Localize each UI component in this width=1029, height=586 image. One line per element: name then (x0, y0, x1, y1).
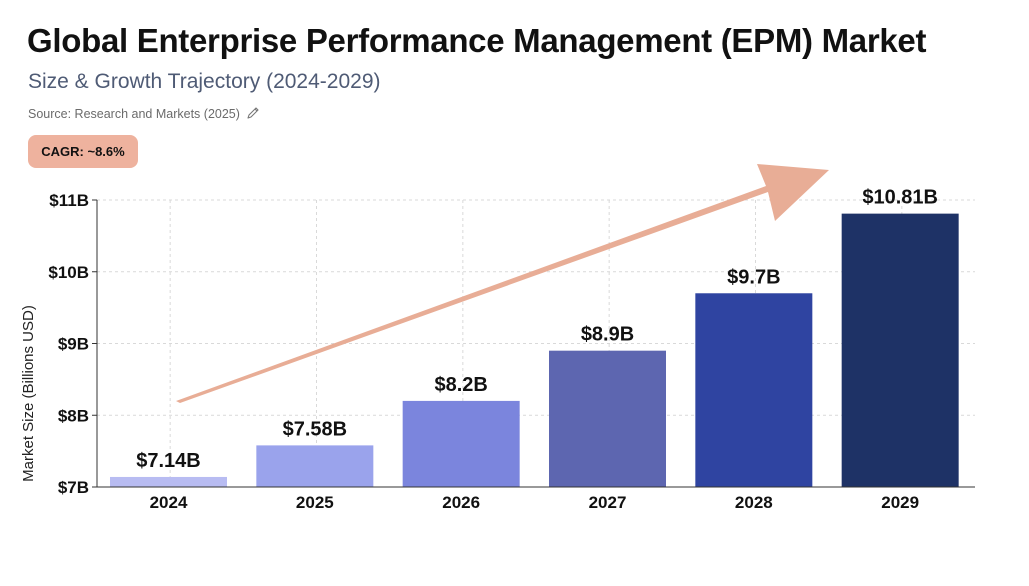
data-label: $7.58B (283, 418, 348, 440)
y-axis-title: Market Size (Billions USD) (20, 305, 37, 482)
bar-2029 (841, 213, 959, 487)
y-tick-label: $11B (49, 191, 89, 210)
data-label: $9.7B (727, 266, 780, 288)
y-tick-label: $7B (58, 478, 89, 497)
bar-2028 (695, 293, 813, 487)
bar-2026 (402, 400, 520, 487)
bar-layer (110, 213, 959, 487)
trend-arrow-layer (176, 164, 829, 403)
data-label: $10.81B (862, 187, 938, 209)
x-tick-label: 2028 (735, 493, 773, 512)
data-label: $7.14B (136, 450, 201, 472)
y-tick-label: $9B (58, 335, 89, 354)
x-tick-label: 2026 (442, 493, 480, 512)
data-label: $8.2B (434, 374, 487, 396)
y-tick-label: $8B (58, 406, 89, 425)
bar-2024 (110, 476, 227, 487)
label-layer: $7B $8B $9B $10B $11B $7.14B 2024 $7.58B 2025 $8.… (48, 187, 938, 512)
bar-2025 (256, 445, 374, 487)
chart-title: Global Enterprise Performance Management… (27, 22, 927, 59)
y-tick-label: $10B (48, 263, 89, 282)
pencil-icon[interactable] (246, 106, 260, 120)
x-tick-label: 2025 (296, 493, 334, 512)
cagr-badge: CAGR: ~8.6% (28, 135, 138, 168)
data-label: $8.9B (581, 324, 634, 346)
x-tick-label: 2029 (881, 493, 919, 512)
x-tick-label: 2024 (150, 493, 188, 512)
bar-2027 (549, 350, 666, 487)
source-note: Source: Research and Markets (2025) (28, 107, 240, 121)
x-tick-label: 2027 (589, 493, 627, 512)
growth-arrow-icon (176, 164, 829, 403)
chart-subtitle: Size & Growth Trajectory (2024-2029) (28, 70, 381, 93)
